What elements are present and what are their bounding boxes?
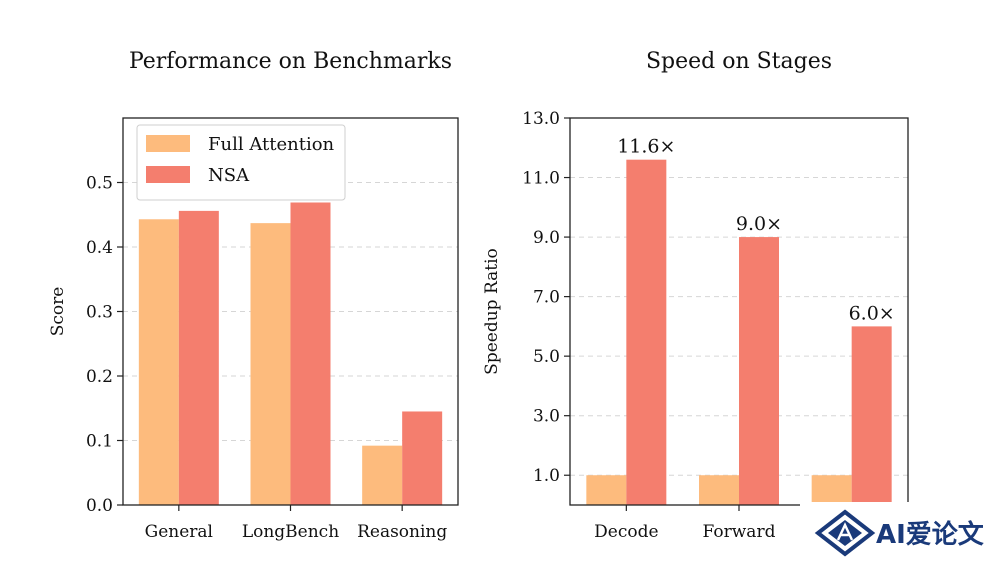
legend: Full Attention NSA bbox=[136, 124, 346, 201]
legend-swatch bbox=[146, 166, 190, 183]
bar-nsa bbox=[626, 159, 667, 505]
watermark: AI爱论文 bbox=[800, 502, 1000, 568]
bar-nsa bbox=[178, 210, 219, 505]
y-tick-label: 0.1 bbox=[86, 432, 113, 452]
y-tick-label: 0.2 bbox=[86, 367, 113, 387]
legend-label: NSA bbox=[208, 165, 250, 186]
y-tick-label: 13.0 bbox=[522, 109, 560, 129]
watermark-text: AI爱论文 bbox=[876, 519, 985, 550]
y-tick-label: 9.0 bbox=[533, 228, 560, 248]
legend-label: Full Attention bbox=[208, 134, 335, 155]
bar-full-attention bbox=[362, 445, 403, 505]
x-tick-label: LongBench bbox=[242, 522, 339, 542]
y-tick-label: 11.0 bbox=[522, 169, 560, 189]
y-tick-label: 3.0 bbox=[533, 407, 560, 427]
bar-nsa bbox=[851, 326, 892, 505]
chart-title: Speed on Stages bbox=[646, 49, 832, 74]
data-label: 9.0× bbox=[736, 213, 782, 235]
legend-swatch bbox=[146, 135, 190, 152]
y-tick-label: 0.3 bbox=[86, 303, 113, 323]
bar-full-attention bbox=[586, 475, 627, 505]
y-tick-label: 0.4 bbox=[86, 238, 113, 258]
bar-nsa bbox=[402, 411, 443, 505]
x-tick-label: General bbox=[145, 522, 213, 542]
speed-chart: Speed on Stages 1.0 3.0 5.0 7.0 9.0 11.0 13.0 De… bbox=[482, 49, 909, 542]
bar-nsa bbox=[290, 202, 331, 505]
plot-frame bbox=[569, 117, 909, 506]
performance-chart: Performance on Benchmarks 0.0 0.1 0.2 0.3 0.4… bbox=[48, 49, 459, 542]
bar-nsa bbox=[739, 237, 779, 506]
ai-logo-icon bbox=[814, 509, 876, 557]
bar-full-attention bbox=[699, 475, 739, 505]
plot-frame bbox=[122, 117, 459, 506]
bar-full-attention bbox=[250, 223, 291, 505]
y-tick-label: 0.5 bbox=[86, 174, 113, 194]
y-tick-label: 0.0 bbox=[86, 496, 113, 516]
y-tick-label: 7.0 bbox=[533, 288, 560, 308]
data-label: 11.6× bbox=[617, 136, 675, 158]
y-axis-label: Speedup Ratio bbox=[482, 248, 502, 375]
bar-full-attention bbox=[138, 219, 179, 505]
y-tick-label: 1.0 bbox=[533, 466, 560, 486]
y-axis-label: Score bbox=[48, 287, 68, 337]
x-tick-label: Reasoning bbox=[357, 522, 447, 542]
y-tick-label: 5.0 bbox=[533, 347, 560, 367]
data-label: 6.0× bbox=[849, 302, 895, 324]
x-tick-label: Forward bbox=[703, 522, 776, 542]
x-tick-label: Decode bbox=[594, 522, 658, 542]
chart-title: Performance on Benchmarks bbox=[129, 49, 452, 74]
bar-full-attention bbox=[811, 475, 852, 505]
